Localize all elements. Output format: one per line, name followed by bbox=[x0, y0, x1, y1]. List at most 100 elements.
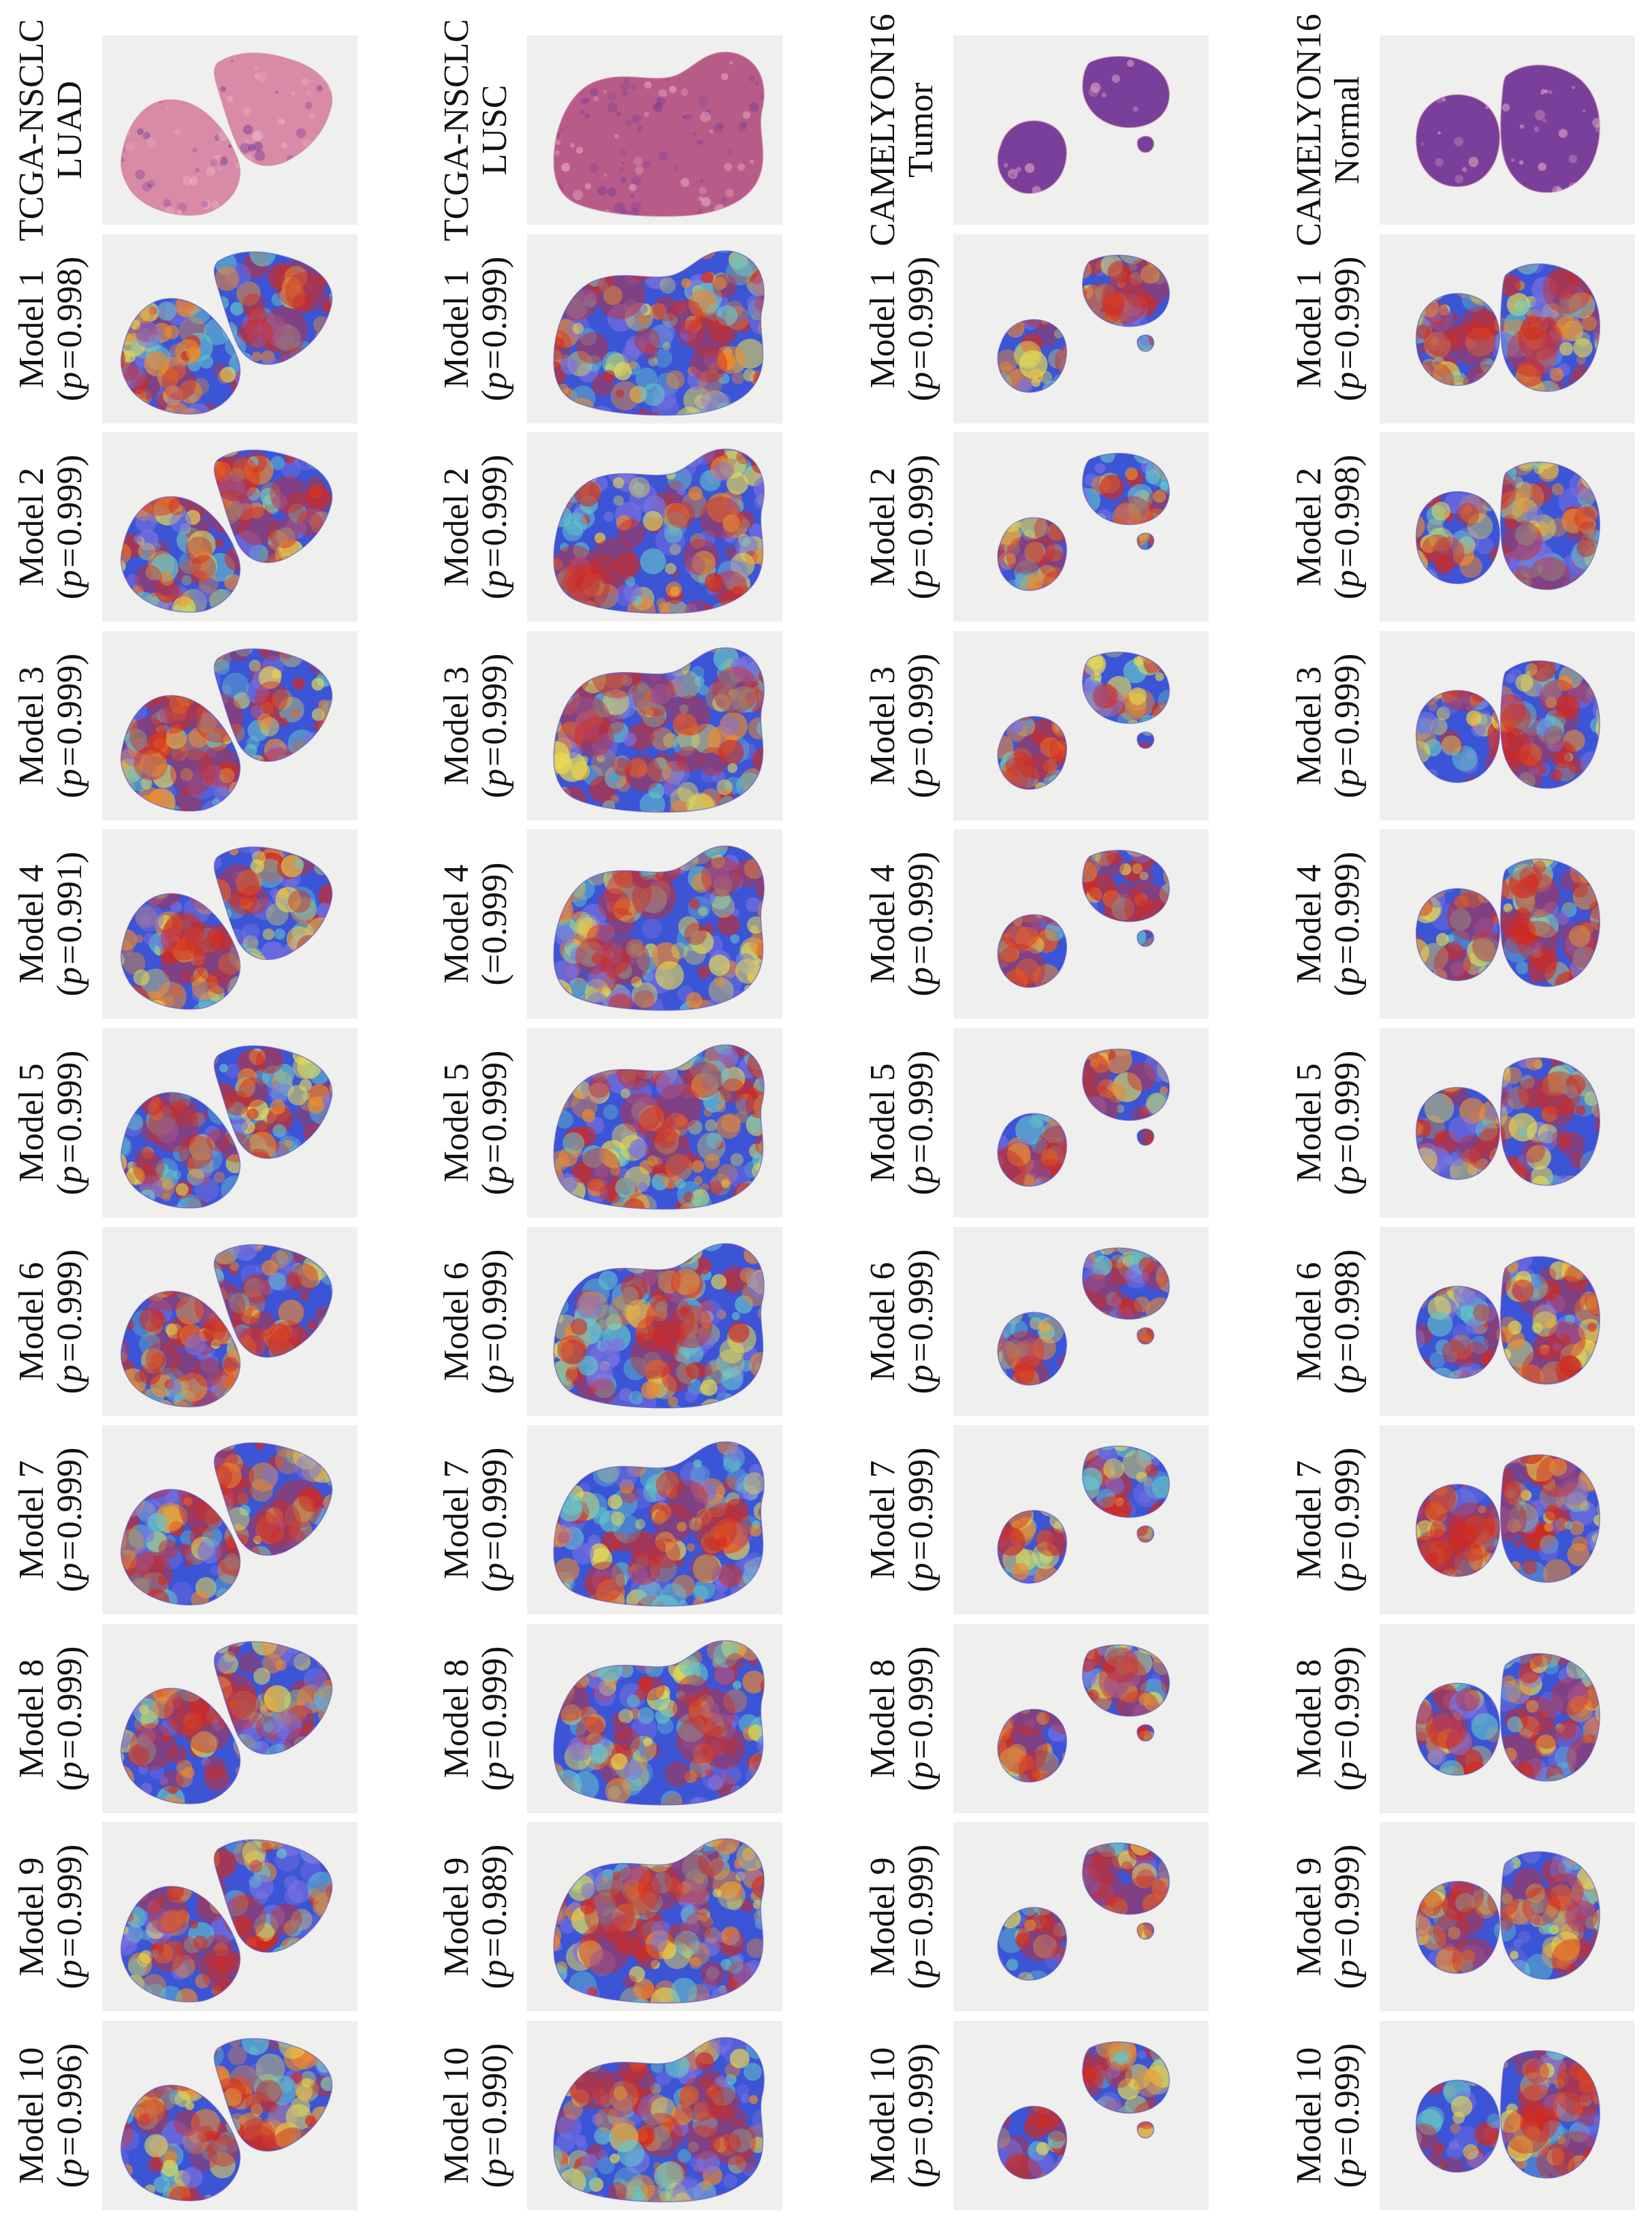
heatmap-blob bbox=[663, 1793, 684, 1805]
probability: (p=0.996) bbox=[50, 2043, 89, 2188]
heatmap-blob bbox=[566, 298, 587, 319]
he-texture bbox=[607, 187, 616, 197]
heatmap-blob bbox=[723, 1476, 738, 1491]
heatmap-blob bbox=[255, 1923, 274, 1942]
attention-heatmap bbox=[527, 1624, 782, 1813]
heatmap-blob bbox=[679, 704, 689, 714]
heatmap-hotspot bbox=[242, 293, 266, 317]
heatmap-blob bbox=[182, 1712, 199, 1729]
heatmap-hotspot bbox=[268, 518, 299, 549]
attention-heatmap bbox=[102, 1822, 358, 2011]
heatmap-blob bbox=[681, 492, 708, 518]
heatmap-blob bbox=[754, 494, 764, 510]
heatmap-blob bbox=[676, 1115, 687, 1127]
attention-heatmap bbox=[102, 1227, 358, 1416]
heatmap-blob bbox=[275, 1447, 302, 1475]
heatmap-blob bbox=[629, 1138, 649, 1159]
heatmap-blob bbox=[300, 1860, 322, 1883]
probability: (=0.999) bbox=[475, 862, 514, 986]
heatmap-blob bbox=[306, 485, 332, 512]
column-header: TCGA-NSCLC LUSC bbox=[425, 19, 527, 241]
he-texture bbox=[219, 156, 228, 165]
he-texture bbox=[750, 159, 754, 164]
heatmap-blob bbox=[727, 1445, 744, 1462]
heatmap-blob bbox=[655, 961, 684, 990]
heatmap-blob bbox=[139, 2118, 148, 2127]
heatmap-blob bbox=[714, 975, 726, 988]
heatmap-blob bbox=[158, 1539, 178, 1559]
heatmap-blob bbox=[655, 1708, 671, 1724]
heatmap-blob bbox=[742, 1670, 764, 1693]
heatmap-blob bbox=[157, 932, 177, 952]
tissue-outline bbox=[553, 845, 765, 1011]
heatmap-blob bbox=[293, 859, 304, 870]
probability-value: 0.998 bbox=[50, 268, 89, 348]
heatmap-blob bbox=[684, 555, 705, 576]
heatmap-blob bbox=[622, 345, 640, 362]
heatmap-blob bbox=[189, 1134, 216, 1161]
heatmap-hotspot bbox=[576, 332, 609, 364]
heatmap-hotspot bbox=[248, 1511, 281, 1544]
heatmap-blob bbox=[664, 524, 683, 544]
he-texture bbox=[680, 178, 690, 187]
heatmap-blob bbox=[645, 1359, 670, 1384]
heatmap-image bbox=[102, 234, 358, 424]
heatmap-blob bbox=[159, 1986, 182, 2003]
he-texture bbox=[622, 91, 628, 97]
heatmap-blob bbox=[272, 688, 293, 710]
row-label: Model 8 (p=0.999) bbox=[425, 1624, 527, 1813]
heatmap-blob bbox=[564, 512, 588, 536]
heatmap-blob bbox=[305, 484, 328, 507]
heatmap-hotspot bbox=[641, 1260, 681, 1301]
heatmap-blob bbox=[651, 1502, 671, 1522]
heatmap-blob bbox=[237, 1493, 249, 1505]
heatmap-blob bbox=[205, 731, 222, 748]
heatmap-blob bbox=[141, 1930, 151, 1941]
heatmap-blob bbox=[710, 1177, 722, 1190]
heatmap-blob bbox=[127, 1957, 147, 1977]
probability: (p=0.999) bbox=[475, 1447, 514, 1593]
attention-heatmap bbox=[102, 2021, 358, 2210]
heatmap-hotspot bbox=[238, 507, 276, 545]
heatmap-blob bbox=[192, 571, 208, 586]
heatmap-blob bbox=[282, 538, 300, 556]
heatmap-blob bbox=[237, 1068, 257, 1088]
heatmap-blob bbox=[554, 330, 572, 360]
he-texture bbox=[589, 163, 599, 173]
tissue-outline bbox=[553, 1044, 765, 1210]
heatmap-blob bbox=[641, 1380, 660, 1399]
probability: (p=0.991) bbox=[50, 851, 89, 997]
heatmap-blob bbox=[700, 1310, 714, 1324]
heatmap-hotspot bbox=[652, 1320, 686, 1353]
heatmap-blob bbox=[604, 950, 614, 959]
heatmap-blob bbox=[187, 530, 216, 559]
heatmap-blob bbox=[232, 458, 254, 479]
heatmap-image bbox=[527, 631, 782, 820]
heatmap-blob bbox=[674, 1930, 700, 1956]
heatmap-blob bbox=[186, 403, 210, 415]
heatmap-blob bbox=[722, 560, 748, 587]
heatmap-blob bbox=[615, 552, 641, 579]
row-label: Model 6 (p=0.999) bbox=[0, 1227, 102, 1416]
heatmap-blob bbox=[300, 1292, 310, 1301]
heatmap-blob bbox=[712, 694, 731, 712]
heatmap-blob bbox=[718, 372, 730, 385]
heatmap-hotspot bbox=[170, 1098, 199, 1126]
heatmap-blob bbox=[612, 1721, 633, 1742]
heatmap-hotspot bbox=[605, 870, 652, 916]
heatmap-blob bbox=[268, 1273, 287, 1290]
he-texture bbox=[709, 129, 714, 133]
heatmap-blob bbox=[636, 764, 648, 776]
heatmap-blob bbox=[691, 1160, 705, 1173]
heatmap-blob bbox=[700, 788, 722, 810]
heatmap-hotspot bbox=[554, 545, 598, 593]
he-texture bbox=[669, 85, 677, 93]
heatmap-hotspot bbox=[557, 1335, 587, 1365]
heatmap-blob bbox=[233, 692, 251, 710]
heatmap-blob bbox=[592, 1507, 610, 1525]
heatmap-hotspot bbox=[653, 296, 679, 322]
heatmap-blob bbox=[710, 456, 735, 481]
heatmap-blob bbox=[189, 1919, 199, 1929]
heatmap-blob bbox=[676, 1521, 687, 1532]
heatmap-blob bbox=[253, 1642, 266, 1648]
